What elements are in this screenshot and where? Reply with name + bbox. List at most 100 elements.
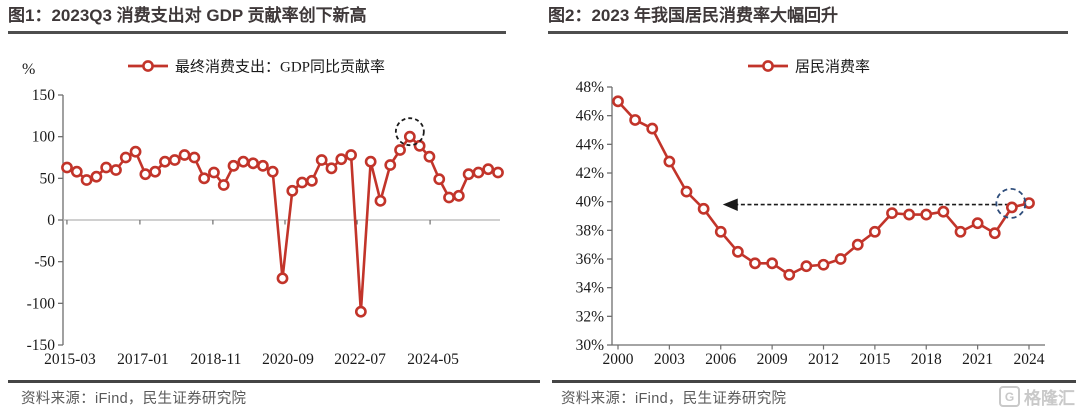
series-line (66, 135, 499, 313)
y-axis-tick-label: 36% (576, 251, 605, 268)
y-axis-tick-label: 50 (40, 170, 56, 187)
x-axis-tick-label: 2012 (808, 351, 839, 368)
data-point-marker (903, 208, 916, 221)
data-point-marker (492, 166, 504, 179)
data-point-marker (276, 272, 289, 285)
data-point-marker (629, 114, 642, 126)
figure1-title: 图1：2023Q3 消费支出对 GDP 贡献率创下新高 (8, 4, 506, 34)
data-point-marker (110, 164, 122, 176)
legend-label: 最终消费支出：GDP同比贡献率 (175, 59, 385, 76)
gelonghui-logo-icon: G (999, 386, 1020, 407)
gelonghui-logo-text: 格隆汇 (1024, 389, 1075, 408)
data-point-marker (663, 155, 676, 168)
series-line (617, 100, 1030, 277)
data-point-marker (159, 155, 171, 168)
y-axis-unit-label: % (22, 61, 35, 78)
data-point-marker (139, 168, 152, 181)
y-axis-tick-label: 150 (32, 87, 56, 104)
data-point-marker (70, 165, 83, 178)
data-point-marker (80, 174, 93, 186)
data-point-marker (384, 159, 397, 171)
data-point-marker (714, 225, 727, 238)
data-point-marker (305, 174, 318, 187)
data-point-marker (61, 161, 73, 174)
y-axis-tick-label: 44% (576, 136, 605, 153)
data-point-marker (868, 225, 881, 238)
data-point-marker (886, 207, 898, 220)
data-point-marker (198, 172, 211, 185)
data-point-marker (472, 166, 485, 179)
record-high-annotation-circle (394, 117, 425, 147)
data-point-marker (971, 217, 984, 230)
y-axis-tick-label: -150 (27, 337, 56, 354)
x-axis-tick-label: 2021 (962, 351, 993, 368)
data-point-marker (482, 163, 495, 176)
x-axis-tick-label: 2018-11 (190, 351, 241, 368)
figure2-title: 图2：2023 年我国居民消费率大幅回升 (548, 4, 1068, 34)
data-point-marker (100, 161, 113, 174)
figure2-panel: 图2：2023 年我国居民消费率大幅回升 居民消费率 30% 32% 34% 36% 38… (540, 0, 1080, 412)
level-comparison-arrow (722, 198, 1009, 212)
data-point-marker (90, 170, 103, 183)
data-point-marker (345, 149, 357, 161)
y-axis-tick-label: 42% (576, 165, 605, 182)
x-axis-tick-label: 2018 (911, 351, 942, 368)
data-point-marker (646, 122, 659, 135)
y-axis-tick-label: 30% (576, 337, 605, 354)
y-axis-tick-label: 34% (576, 280, 605, 297)
y-axis-tick-label: 40% (576, 194, 605, 211)
data-point-marker (1023, 197, 1035, 209)
data-point-marker (168, 154, 181, 166)
data-point-marker (1005, 201, 1018, 214)
figure2-source: 资料来源：iFind，民生证券研究院 (561, 391, 787, 407)
data-point-marker (217, 179, 230, 191)
figure1-source: 资料来源：iFind，民生证券研究院 (21, 391, 247, 407)
gelonghui-watermark: G 格隆汇 (999, 384, 1075, 409)
data-point-marker (433, 173, 446, 186)
data-point-marker (937, 205, 950, 218)
data-point-marker (988, 227, 1001, 240)
data-point-marker (188, 151, 201, 164)
data-point-marker (954, 225, 967, 238)
data-point-marker (266, 165, 279, 178)
data-point-marker (149, 165, 162, 178)
data-point-marker (749, 257, 761, 270)
data-point-marker (227, 159, 240, 172)
y-axis-tick-label: 46% (576, 108, 605, 125)
data-point-marker (612, 95, 624, 108)
data-point-marker (119, 151, 132, 164)
data-point-marker (374, 194, 387, 207)
data-point-marker (257, 159, 269, 172)
data-point-marker (783, 268, 796, 281)
data-point-marker (766, 257, 779, 270)
figure2-bottom-divider (552, 380, 1076, 383)
y-axis-tick-label: -100 (27, 295, 56, 312)
data-point-marker (851, 238, 864, 251)
data-point-marker (315, 154, 328, 166)
y-axis-tick-label: -50 (34, 254, 55, 271)
x-axis-tick-label: 2009 (757, 351, 788, 368)
legend: 居民消费率 (748, 59, 870, 76)
y-axis-tick-label: 100 (32, 129, 56, 146)
data-point-marker (403, 130, 416, 143)
data-point-marker (325, 162, 338, 175)
figure2-line-chart: 居民消费率 30% 32% 34% 36% 38% 40% 42% 44% 46% 48% 2000 2… (576, 59, 1045, 368)
x-axis-tick-label: 2024 (1014, 351, 1045, 368)
x-axis-tick-label: 2020-09 (262, 351, 314, 368)
data-point-marker (335, 153, 348, 166)
data-point-marker (800, 260, 813, 273)
y-axis-tick-label: 38% (576, 222, 605, 239)
x-axis-tick-label: 2000 (603, 351, 634, 368)
x-axis-tick-label: 2015-03 (44, 351, 96, 368)
legend-marker (142, 60, 154, 72)
data-point-marker (443, 191, 455, 204)
data-point-marker (920, 208, 933, 221)
figure1-line-chart: % 最终消费支出：GDP同比贡献率 -150 -100 -50 0 50 100 150 2015… (22, 59, 504, 368)
data-point-marker (237, 155, 250, 168)
x-axis-tick-label: 2017-01 (117, 351, 169, 368)
rebound-annotation-circle (995, 187, 1027, 219)
axes: 30% 32% 34% 36% 38% 40% 42% 44% 46% 48% 2000 2003 20… (576, 79, 1045, 368)
data-point-marker (834, 253, 847, 265)
data-point-marker (129, 145, 142, 158)
